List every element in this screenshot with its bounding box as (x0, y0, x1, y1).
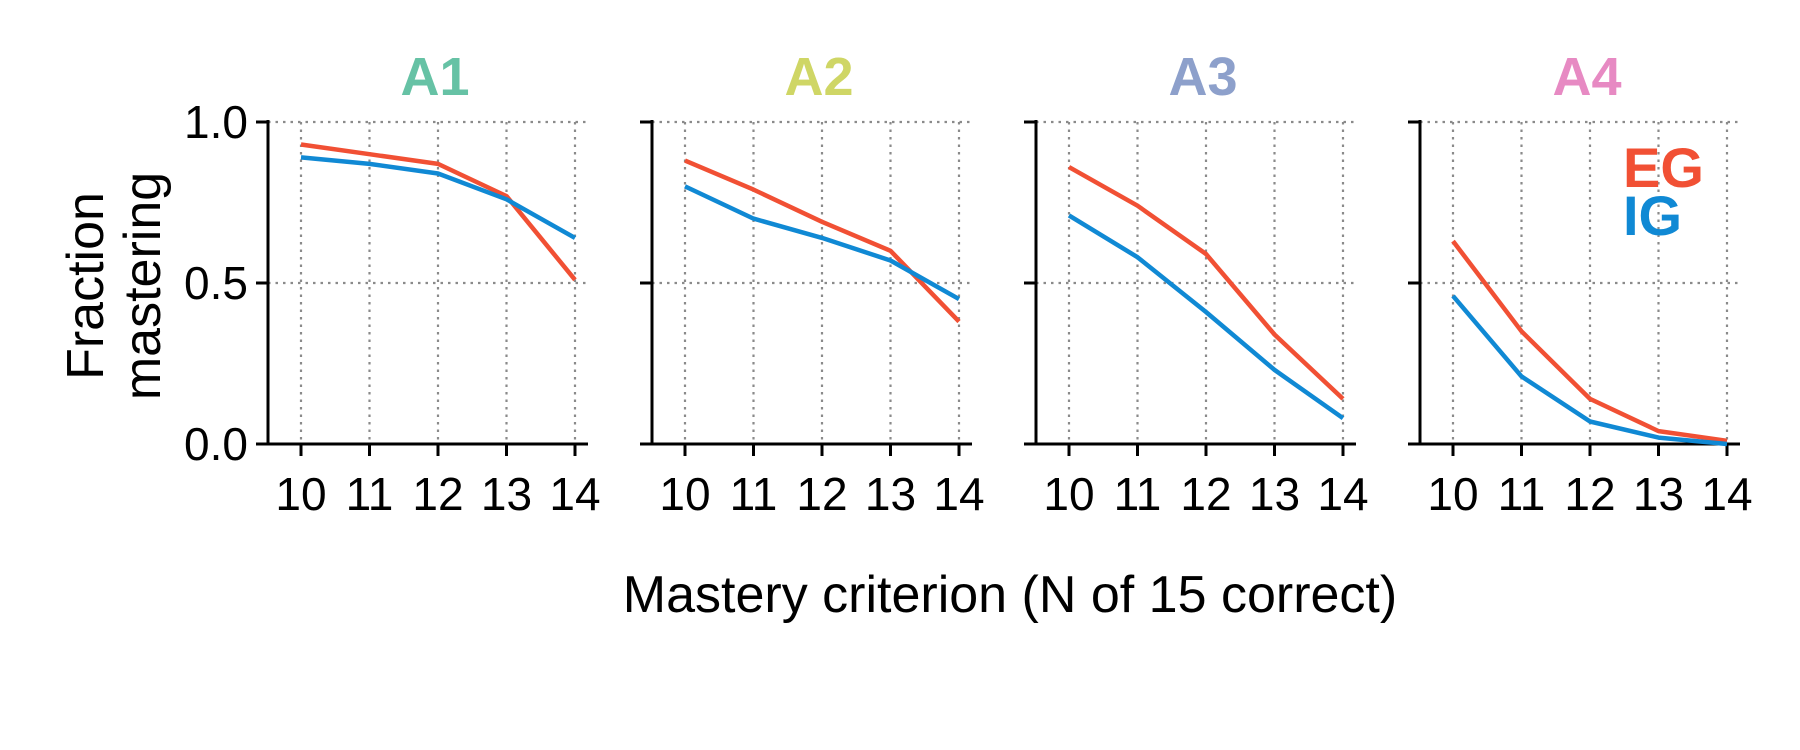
y-axis-label: Fraction mastering (57, 172, 172, 400)
legend-entry-ig: IG (1623, 184, 1682, 247)
y-axis-label-line-1: Fraction (57, 192, 115, 380)
legend: EG IG (1623, 136, 1704, 247)
y-tick-label: 0.5 (184, 257, 248, 309)
x-axis-label: Mastery criterion (N of 15 correct) (623, 566, 1397, 624)
panel-a1: 0.0 0.5 1.0 10 11 12 13 14 A1 (184, 47, 601, 520)
x-tick-label: 11 (1498, 468, 1546, 520)
x-tick-label: 11 (730, 468, 778, 520)
panel-a4: 10 11 12 13 14 A4 (1408, 47, 1753, 520)
x-tick-label: 11 (1114, 468, 1162, 520)
panel-title: A2 (784, 47, 853, 107)
panel-title: A3 (1168, 47, 1237, 107)
y-axis-label-line-2: mastering (114, 172, 172, 400)
x-tick-label: 14 (549, 468, 600, 520)
x-tick-label: 10 (659, 468, 710, 520)
x-tick-label: 14 (1317, 468, 1368, 520)
x-tick-label: 12 (796, 468, 847, 520)
series-line-ig (300, 155, 577, 240)
x-tick-label: 12 (412, 468, 463, 520)
series-line-eg (1451, 239, 1728, 444)
y-tick-label: 1.0 (184, 96, 248, 148)
x-tick-label: 13 (865, 468, 916, 520)
series-line-ig (684, 184, 961, 302)
x-tick-label: 14 (1701, 468, 1752, 520)
series-line-ig (1067, 213, 1345, 421)
x-tick-label: 10 (1427, 468, 1478, 520)
x-tick-label: 10 (275, 468, 326, 520)
panel-title: A4 (1552, 47, 1621, 107)
x-tick-label: 12 (1564, 468, 1615, 520)
legend-entry-eg: EG (1623, 136, 1704, 199)
x-tick-label: 14 (933, 468, 984, 520)
panel-a2: 10 11 12 13 14 A2 (640, 47, 985, 520)
x-tick-label: 12 (1180, 468, 1231, 520)
y-tick-label: 0.0 (184, 418, 248, 470)
x-tick-label: 13 (1249, 468, 1300, 520)
series-line-eg (1067, 165, 1345, 401)
series-line-eg (300, 142, 577, 282)
x-tick-label: 11 (346, 468, 394, 520)
x-tick-label: 10 (1043, 468, 1094, 520)
x-tick-label: 13 (1633, 468, 1684, 520)
panel-a3: 10 11 12 13 14 A3 (1024, 47, 1369, 520)
series-line-eg (684, 158, 961, 324)
x-tick-label: 13 (481, 468, 532, 520)
panel-title: A1 (400, 47, 469, 107)
series-line-ig (1451, 294, 1728, 447)
